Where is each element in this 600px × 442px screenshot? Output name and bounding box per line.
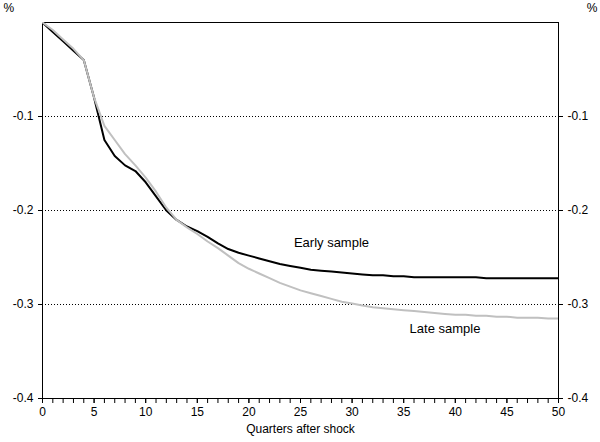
svg-text:40: 40 bbox=[449, 405, 463, 419]
svg-text:-0.3: -0.3 bbox=[568, 297, 589, 311]
svg-text:-0.1: -0.1 bbox=[13, 109, 34, 123]
svg-text:50: 50 bbox=[552, 405, 566, 419]
svg-text:10: 10 bbox=[139, 405, 153, 419]
svg-text:Early sample: Early sample bbox=[294, 235, 369, 250]
svg-text:-0.1: -0.1 bbox=[568, 109, 589, 123]
svg-text:0: 0 bbox=[39, 405, 46, 419]
svg-text:35: 35 bbox=[397, 405, 411, 419]
svg-text:-0.2: -0.2 bbox=[13, 203, 34, 217]
svg-text:25: 25 bbox=[294, 405, 308, 419]
svg-text:-0.3: -0.3 bbox=[13, 297, 34, 311]
svg-text:-0.2: -0.2 bbox=[568, 203, 589, 217]
svg-text:5: 5 bbox=[91, 405, 98, 419]
svg-text:Quarters after shock: Quarters after shock bbox=[246, 422, 356, 436]
svg-text:20: 20 bbox=[242, 405, 256, 419]
svg-text:%: % bbox=[4, 1, 15, 15]
svg-text:15: 15 bbox=[191, 405, 205, 419]
svg-text:-0.4: -0.4 bbox=[568, 391, 589, 405]
svg-text:%: % bbox=[587, 1, 598, 15]
svg-text:-0.4: -0.4 bbox=[13, 391, 34, 405]
svg-text:45: 45 bbox=[500, 405, 514, 419]
svg-text:30: 30 bbox=[345, 405, 359, 419]
svg-text:Late sample: Late sample bbox=[410, 321, 481, 336]
